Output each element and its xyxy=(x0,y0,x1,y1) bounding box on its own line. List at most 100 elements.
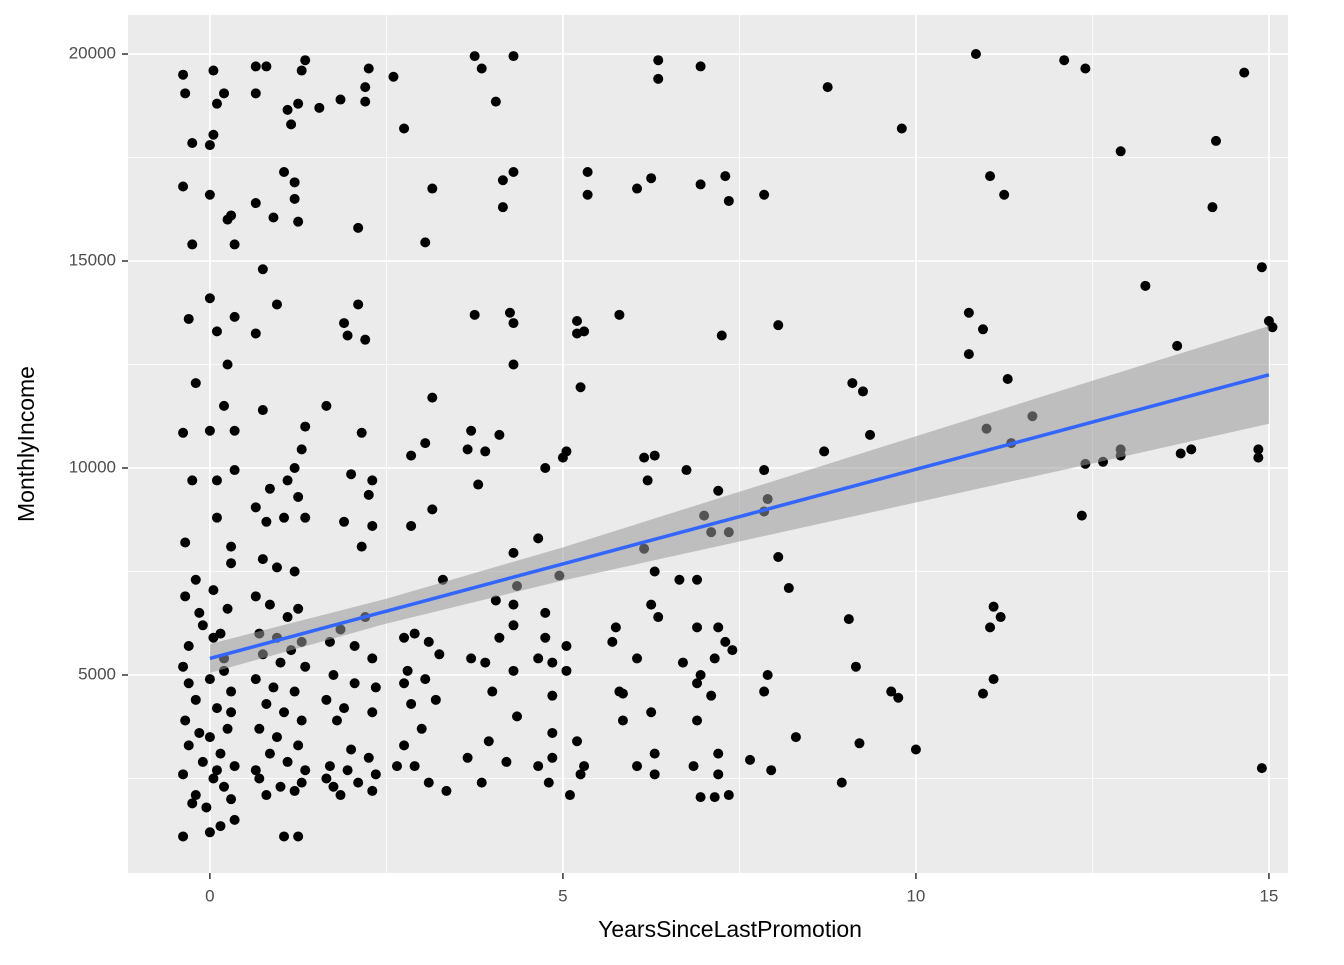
point xyxy=(430,694,441,705)
point xyxy=(328,781,339,792)
point xyxy=(487,686,498,697)
point xyxy=(279,707,290,718)
point xyxy=(476,777,487,788)
point xyxy=(632,653,643,664)
point xyxy=(512,711,523,722)
point xyxy=(204,732,215,743)
point xyxy=(211,703,222,714)
point xyxy=(300,661,311,672)
point xyxy=(264,483,275,494)
point xyxy=(219,781,230,792)
point xyxy=(261,61,272,72)
point xyxy=(178,769,189,780)
point xyxy=(490,595,501,606)
point xyxy=(296,65,307,76)
point xyxy=(1175,448,1186,459)
point xyxy=(222,723,233,734)
point xyxy=(391,761,402,772)
point xyxy=(819,446,830,457)
point xyxy=(688,761,699,772)
point xyxy=(399,123,410,134)
point xyxy=(646,707,657,718)
point xyxy=(469,309,480,320)
point xyxy=(508,359,519,370)
point xyxy=(886,686,897,697)
point xyxy=(572,316,583,327)
point xyxy=(367,785,378,796)
point xyxy=(367,520,378,531)
point xyxy=(617,688,628,699)
point xyxy=(1002,373,1013,384)
point xyxy=(893,692,904,703)
point xyxy=(1253,444,1264,455)
point xyxy=(836,777,847,788)
point xyxy=(695,179,706,190)
point xyxy=(180,715,191,726)
point xyxy=(713,485,724,496)
point xyxy=(692,574,703,585)
point xyxy=(713,748,724,759)
point xyxy=(406,698,417,709)
y-tick-label: 10000 xyxy=(69,457,116,476)
point xyxy=(427,392,438,403)
point xyxy=(279,831,290,842)
point xyxy=(229,425,240,436)
point xyxy=(970,48,981,59)
point xyxy=(215,821,226,832)
point xyxy=(197,620,208,631)
point xyxy=(759,189,770,200)
point xyxy=(504,307,515,318)
point xyxy=(261,790,272,801)
point xyxy=(360,96,371,107)
point xyxy=(178,831,189,842)
point xyxy=(271,732,282,743)
point xyxy=(331,715,342,726)
point xyxy=(293,98,304,109)
point xyxy=(773,551,784,562)
point xyxy=(716,330,727,341)
point xyxy=(617,715,628,726)
point xyxy=(674,574,685,585)
point xyxy=(561,665,572,676)
point xyxy=(462,752,473,763)
point xyxy=(187,239,198,250)
point xyxy=(466,653,477,664)
point xyxy=(367,475,378,486)
point xyxy=(183,678,194,689)
point xyxy=(540,462,551,473)
point xyxy=(211,475,222,486)
point xyxy=(370,769,381,780)
point xyxy=(353,777,364,788)
point xyxy=(257,554,268,565)
point xyxy=(296,777,307,788)
point xyxy=(1256,763,1267,774)
point xyxy=(187,138,198,149)
y-tick-label: 5000 xyxy=(78,664,116,683)
point xyxy=(180,537,191,548)
point xyxy=(632,761,643,772)
point xyxy=(575,769,586,780)
point xyxy=(614,309,625,320)
y-axis-title: MonthlyIncome xyxy=(13,366,39,522)
point xyxy=(854,738,865,749)
point xyxy=(208,773,219,784)
point xyxy=(843,614,854,625)
point xyxy=(985,622,996,633)
point xyxy=(264,599,275,610)
point xyxy=(681,465,692,476)
point xyxy=(204,425,215,436)
point xyxy=(282,475,293,486)
point xyxy=(275,781,286,792)
point xyxy=(342,330,353,341)
point xyxy=(349,641,360,652)
point xyxy=(314,102,325,113)
point xyxy=(190,694,201,705)
point xyxy=(547,752,558,763)
point xyxy=(1253,452,1264,463)
point xyxy=(229,761,240,772)
y-tick-label: 15000 xyxy=(69,250,116,269)
point xyxy=(208,65,219,76)
point xyxy=(896,123,907,134)
point xyxy=(476,63,487,74)
point xyxy=(466,425,477,436)
